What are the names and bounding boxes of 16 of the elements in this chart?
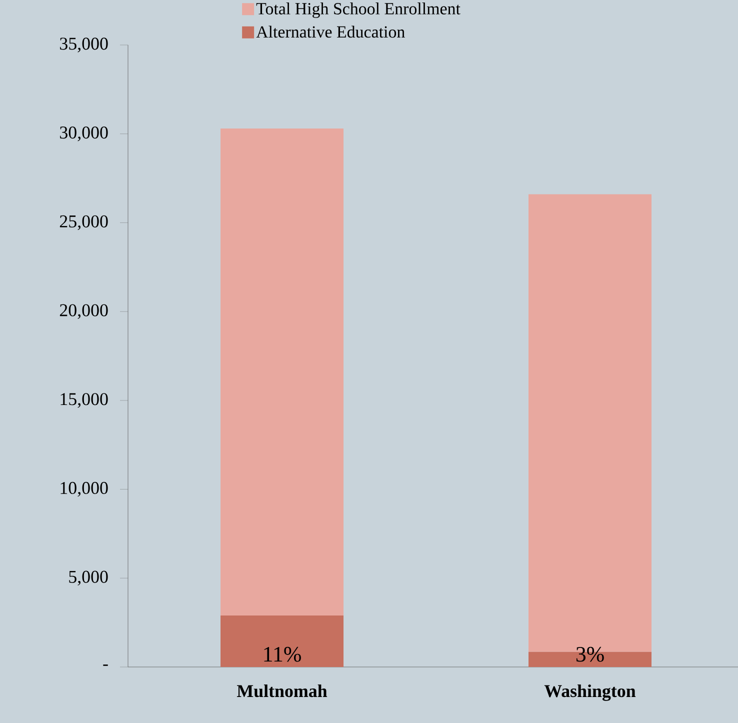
y-tick-label: 30,000 [60, 126, 108, 142]
x-tick-label: Washington [544, 684, 636, 701]
y-tick-label: 15,000 [60, 393, 108, 408]
y-tick-label: - [103, 664, 108, 666]
y-tick-label: 25,000 [60, 215, 108, 230]
annotation: 3% [576, 646, 604, 662]
bar [220, 615, 344, 667]
x-tick-label: Multnomah [236, 684, 328, 698]
y-tick-label: 35,000 [60, 38, 108, 52]
legend-label: Alternative Education [256, 26, 405, 38]
annotation: 11% [264, 646, 301, 662]
y-tick-label: 5,000 [69, 570, 108, 586]
y-tick-label: 20,000 [60, 304, 108, 319]
y-tick-label: 10,000 [60, 482, 108, 497]
legend-label: Total High School Enrollment [256, 2, 460, 18]
bar [220, 128, 344, 616]
